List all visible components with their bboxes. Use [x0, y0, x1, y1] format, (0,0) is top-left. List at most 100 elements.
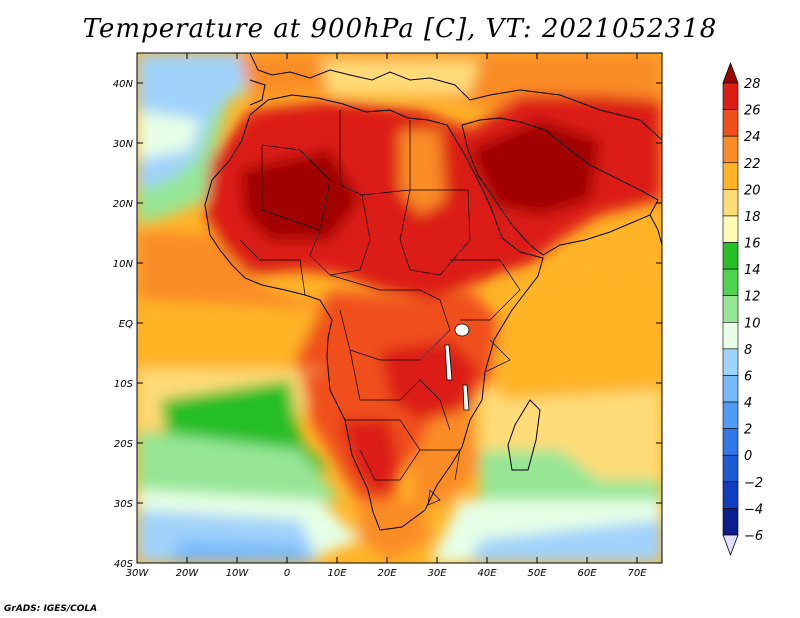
lat-tick-label: EQ — [119, 319, 133, 330]
field-atlantic-north-light — [137, 110, 200, 160]
colorbar-box — [722, 348, 739, 376]
lake-malawi — [462, 384, 470, 411]
colorbar-box — [722, 82, 739, 110]
field-nile-cool — [400, 130, 445, 215]
colorbar-box — [722, 295, 739, 323]
colorbar-label: −6 — [744, 529, 763, 544]
lat-tick-label: 40N — [113, 79, 134, 90]
lon-tick-label: 30E — [427, 568, 447, 579]
colorbar-label: 28 — [744, 77, 761, 92]
lon-tick-label: 30W — [126, 568, 150, 579]
country-borders — [239, 110, 521, 506]
colorbar-label: 4 — [744, 396, 752, 411]
lat-tick-label: 30S — [114, 499, 134, 510]
lon-tick-label: 20E — [377, 568, 397, 579]
colorbar-box — [722, 428, 739, 456]
colorbar-box — [722, 401, 739, 429]
colorbar-min-arrow — [722, 534, 739, 557]
field-sa-blue2 — [170, 540, 310, 563]
colorbar-label: 8 — [744, 343, 752, 358]
field-indian-ocean-north — [500, 270, 662, 400]
colorbar-label: −2 — [744, 476, 763, 491]
coastlines — [204, 53, 662, 531]
lat-tick-label: 20N — [113, 199, 134, 210]
coast-india — [649, 214, 662, 246]
lat-tick-label: 10S — [114, 379, 134, 390]
colorbar-label: 12 — [744, 290, 761, 305]
lon-tick-label: 10E — [327, 568, 347, 579]
colorbar-label: 0 — [744, 449, 752, 464]
field-hot-core-1 — [240, 150, 360, 240]
colorbar-label: −4 — [744, 502, 763, 517]
chart-title: Temperature at 900hPa [C], VT: 202105231… — [82, 14, 718, 44]
field-indian-south-cold — [470, 520, 662, 563]
field-hot-core-2 — [470, 120, 600, 215]
border-6 — [450, 259, 521, 321]
lat-tick-label: 20S — [114, 439, 134, 450]
border-12 — [427, 489, 441, 506]
border-1 — [261, 144, 331, 231]
colorbar-box — [722, 481, 739, 509]
border-3 — [399, 189, 471, 276]
colorbar-label: 26 — [744, 104, 761, 119]
lake-tanganyika — [444, 344, 453, 381]
colorbar-label: 22 — [744, 157, 761, 172]
lat-tick-label: 40S — [114, 559, 134, 570]
grads-credit: GrADS: IGES/COLA — [4, 604, 98, 614]
lat-tick-label: 10N — [113, 259, 134, 270]
latitude-axis: 40N 30N 20N 10N EQ 10S 20S 30S 40S — [113, 79, 662, 570]
lake-victoria — [454, 323, 470, 337]
colorbar-label: 24 — [744, 130, 761, 145]
colorbar-box — [722, 508, 739, 536]
colorbar-max-arrow — [722, 61, 739, 84]
lon-tick-label: 40E — [477, 568, 497, 579]
colorbar-box — [722, 109, 739, 137]
lon-tick-label: 10W — [226, 568, 250, 579]
lon-tick-label: 50E — [527, 568, 547, 579]
lon-tick-label: 60E — [577, 568, 597, 579]
coast-africa — [204, 94, 544, 531]
colorbar-box — [722, 375, 739, 403]
longitude-axis: 30W 20W 10W 0 10E 20E 30E 40E 50E 60E 70E — [126, 53, 647, 579]
colorbar-box — [722, 215, 739, 243]
lat-tick-label: 30N — [113, 139, 134, 150]
border-8 — [345, 419, 421, 481]
border-5 — [329, 274, 451, 361]
colorbar-box — [722, 321, 739, 350]
colorbar-box — [722, 242, 739, 270]
colorbar-box — [722, 135, 739, 164]
temperature-field — [137, 53, 662, 563]
colorbar-label: 14 — [744, 263, 761, 278]
field-sa-lightgreen — [137, 430, 340, 510]
colorbar-label: 10 — [744, 316, 761, 331]
lon-tick-label: 20W — [176, 568, 200, 579]
field-trop-atlantic-cool — [137, 300, 330, 370]
coast-persia — [519, 89, 662, 141]
colorbar-label: 16 — [744, 237, 761, 252]
field-se-africa-cool — [410, 410, 480, 510]
field-med-cool — [320, 60, 480, 95]
colorbar-box — [722, 454, 739, 483]
border-7 — [349, 349, 451, 431]
coast-iberia — [249, 79, 266, 106]
colorbar-label: 6 — [744, 369, 752, 384]
map-frame — [136, 52, 663, 564]
border-9 — [420, 449, 461, 481]
field-atlantic-north-cold — [137, 53, 270, 190]
colorbar-box — [722, 189, 739, 217]
colorbar-label: 18 — [744, 210, 761, 225]
field-cape — [360, 500, 430, 560]
colorbar-label: 2 — [744, 423, 752, 438]
border-10 — [239, 239, 306, 296]
lakes — [444, 323, 470, 411]
colorbar-label: 20 — [744, 183, 761, 198]
coast-europe — [249, 53, 521, 101]
colorbar-box — [722, 268, 739, 297]
colorbar-box — [722, 162, 739, 190]
lon-tick-label: 0 — [284, 568, 290, 579]
coast-madagascar — [507, 399, 541, 471]
lon-tick-label: 70E — [627, 568, 647, 579]
border-4 — [309, 194, 371, 276]
